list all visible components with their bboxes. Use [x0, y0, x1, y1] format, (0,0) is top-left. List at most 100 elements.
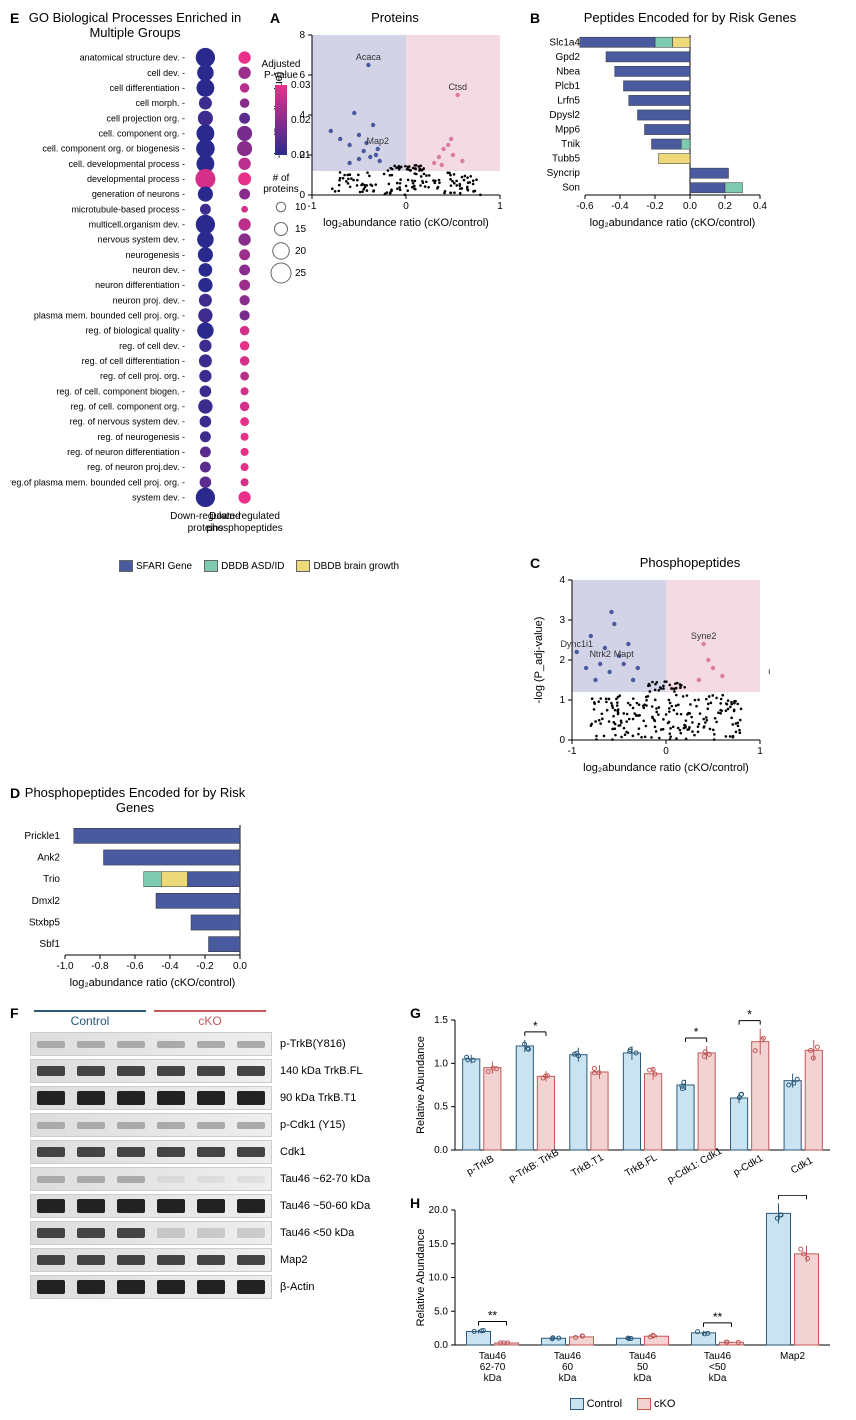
panel-g-label: G [410, 1005, 421, 1021]
svg-text:-1: -1 [568, 746, 577, 757]
svg-text:0: 0 [663, 746, 669, 757]
svg-text:phosphopeptides: phosphopeptides [207, 523, 283, 534]
svg-text:Map2: Map2 [780, 1351, 805, 1362]
svg-text:plasma mem. bounded cell proj.: plasma mem. bounded cell proj. org. - [34, 310, 185, 320]
svg-text:-0.8: -0.8 [91, 961, 109, 972]
svg-text:Ctsd: Ctsd [448, 82, 467, 92]
panel-g: G 0.00.51.01.5Relative Abundancep-TrkB*p… [410, 1005, 850, 1185]
panel-e-title: GO Biological Processes Enriched in Mult… [10, 10, 260, 40]
svg-text:3: 3 [559, 615, 565, 626]
svg-text:*: * [747, 1008, 752, 1022]
panel-h-label: H [410, 1195, 420, 1211]
svg-text:cell projection org. -: cell projection org. - [106, 113, 185, 123]
svg-text:microtubule-based process -: microtubule-based process - [71, 204, 185, 214]
svg-text:kDa: kDa [634, 1373, 652, 1384]
svg-text:Ntrk2: Ntrk2 [589, 649, 611, 659]
svg-text:**: ** [713, 1310, 723, 1324]
bottom-section: F ControlcKO p-TrkB(Y816)140 kDa TrkB.FL… [10, 1005, 846, 1410]
svg-text:*: * [533, 1019, 538, 1033]
svg-text:kDa: kDa [484, 1373, 502, 1384]
svg-text:reg.of plasma mem. bounded cel: reg.of plasma mem. bounded cell proj. or… [10, 477, 185, 487]
panel-f-label: F [10, 1005, 19, 1021]
svg-text:Syne2: Syne2 [691, 631, 717, 641]
svg-text:1.0: 1.0 [434, 1058, 448, 1069]
svg-text:**: ** [488, 1308, 498, 1322]
svg-text:system dev. -: system dev. - [132, 492, 185, 502]
svg-text:Map2: Map2 [367, 136, 390, 146]
svg-text:reg. of cell. component org. -: reg. of cell. component org. - [70, 401, 185, 411]
bar-chart-h: 0.05.010.015.020.0Relative Abundance**Ta… [410, 1195, 840, 1395]
panel-e: E GO Biological Processes Enriched in Mu… [10, 10, 260, 545]
svg-text:Gpd2: Gpd2 [556, 52, 581, 63]
svg-text:0.2: 0.2 [718, 201, 732, 212]
svg-text:Cdk1: Cdk1 [789, 1155, 815, 1176]
svg-text:reg. of neuron proj.dev. -: reg. of neuron proj.dev. - [87, 462, 185, 472]
svg-text:1: 1 [757, 746, 763, 757]
svg-text:reg. of neurogenesis -: reg. of neurogenesis - [97, 432, 185, 442]
svg-text:cell. component org. or biogen: cell. component org. or biogenesis - [42, 144, 185, 154]
svg-text:p-TrkB: p-TrkB [465, 1154, 496, 1179]
panel-a-title: Proteins [270, 10, 520, 25]
svg-text:neurogenesis -: neurogenesis - [125, 250, 185, 260]
svg-text:Dmxl2: Dmxl2 [32, 896, 61, 907]
panel-b-title: Peptides Encoded for by Risk Genes [530, 10, 850, 25]
svg-text:20.0: 20.0 [429, 1205, 449, 1216]
svg-text:p-TrkB: TrkB: p-TrkB: TrkB [507, 1147, 561, 1185]
svg-text:cell. component org. -: cell. component org. - [98, 128, 185, 138]
svg-text:Cdk1: Cdk1 [768, 667, 770, 677]
panel-b-label: B [530, 10, 540, 26]
svg-text:TrkB.T1: TrkB.T1 [570, 1152, 606, 1179]
svg-text:Ank2: Ank2 [37, 853, 60, 864]
svg-text:Tubb5: Tubb5 [552, 154, 580, 165]
svg-text:10.0: 10.0 [429, 1273, 449, 1284]
svg-text:0.0: 0.0 [434, 1340, 448, 1351]
svg-text:0.0: 0.0 [233, 961, 247, 972]
svg-text:-0.6: -0.6 [576, 201, 594, 212]
svg-text:log₂abundance ratio (cKO/contr: log₂abundance ratio (cKO/control) [583, 762, 749, 774]
svg-text:0.0: 0.0 [434, 1145, 448, 1156]
svg-text:neuron differentiation -: neuron differentiation - [95, 280, 185, 290]
svg-text:0.5: 0.5 [434, 1102, 448, 1113]
panel-c: C Phosphopeptides -10101234log₂abundance… [530, 555, 850, 775]
svg-text:developmental process -: developmental process - [87, 174, 185, 184]
svg-text:Tau46: Tau46 [554, 1351, 582, 1362]
svg-text:-log (P_adj-value): -log (P_adj-value) [533, 617, 545, 704]
svg-text:reg. of cell differentiation -: reg. of cell differentiation - [82, 356, 185, 366]
svg-text:5.0: 5.0 [434, 1306, 448, 1317]
svg-text:Prickle1: Prickle1 [24, 831, 60, 842]
panel-d: D Phosphopeptides Encoded for by Risk Ge… [10, 785, 260, 990]
svg-text:0: 0 [403, 201, 409, 212]
svg-text:20: 20 [295, 246, 307, 257]
svg-text:Plcb1: Plcb1 [555, 81, 580, 92]
svg-text:reg. of neuron differentiation: reg. of neuron differentiation - [67, 447, 185, 457]
svg-text:Relative Abundance: Relative Abundance [415, 1036, 427, 1134]
svg-text:cell. developmental process -: cell. developmental process - [68, 159, 185, 169]
svg-text:reg. of cell. component biogen: reg. of cell. component biogen. - [56, 386, 185, 396]
bar-peptides-risk: -0.6-0.4-0.20.00.20.4log₂abundance ratio… [530, 30, 770, 230]
svg-text:# of: # of [273, 173, 290, 184]
svg-text:cell dev. -: cell dev. - [147, 68, 185, 78]
svg-text:Tnik: Tnik [561, 139, 581, 150]
panel-a-label: A [270, 10, 280, 26]
svg-text:cell differentiation -: cell differentiation - [110, 83, 185, 93]
svg-text:-0.2: -0.2 [196, 961, 214, 972]
bar-chart-g: 0.00.51.01.5Relative Abundancep-TrkB*p-T… [410, 1005, 840, 1185]
panel-c-title: Phosphopeptides [530, 555, 850, 570]
panel-b: B Peptides Encoded for by Risk Genes -0.… [530, 10, 850, 230]
svg-text:p-Cdk1: p-Cdk1 [732, 1153, 766, 1179]
panel-d-title: Phosphopeptides Encoded for by Risk Gene… [10, 785, 260, 815]
svg-text:reg. of cell proj. org. -: reg. of cell proj. org. - [100, 371, 185, 381]
svg-text:Son: Son [562, 183, 580, 194]
svg-text:Syncrip: Syncrip [547, 168, 581, 179]
svg-text:anatomical structure dev. -: anatomical structure dev. - [80, 53, 185, 63]
panel-d-label: D [10, 785, 20, 801]
svg-text:generation of neurons -: generation of neurons - [92, 189, 185, 199]
dot-go-terms: anatomical structure dev. - cell dev. - ce… [10, 45, 330, 545]
svg-text:62-70: 62-70 [480, 1362, 506, 1373]
svg-text:neuron dev. -: neuron dev. - [133, 265, 185, 275]
svg-text:Dpysl2: Dpysl2 [549, 110, 580, 121]
svg-text:<50: <50 [709, 1362, 726, 1373]
svg-text:multicell.organism dev. -: multicell.organism dev. - [89, 219, 185, 229]
svg-text:Dync1i1: Dync1i1 [560, 639, 593, 649]
svg-text:Mpp6: Mpp6 [555, 125, 580, 136]
